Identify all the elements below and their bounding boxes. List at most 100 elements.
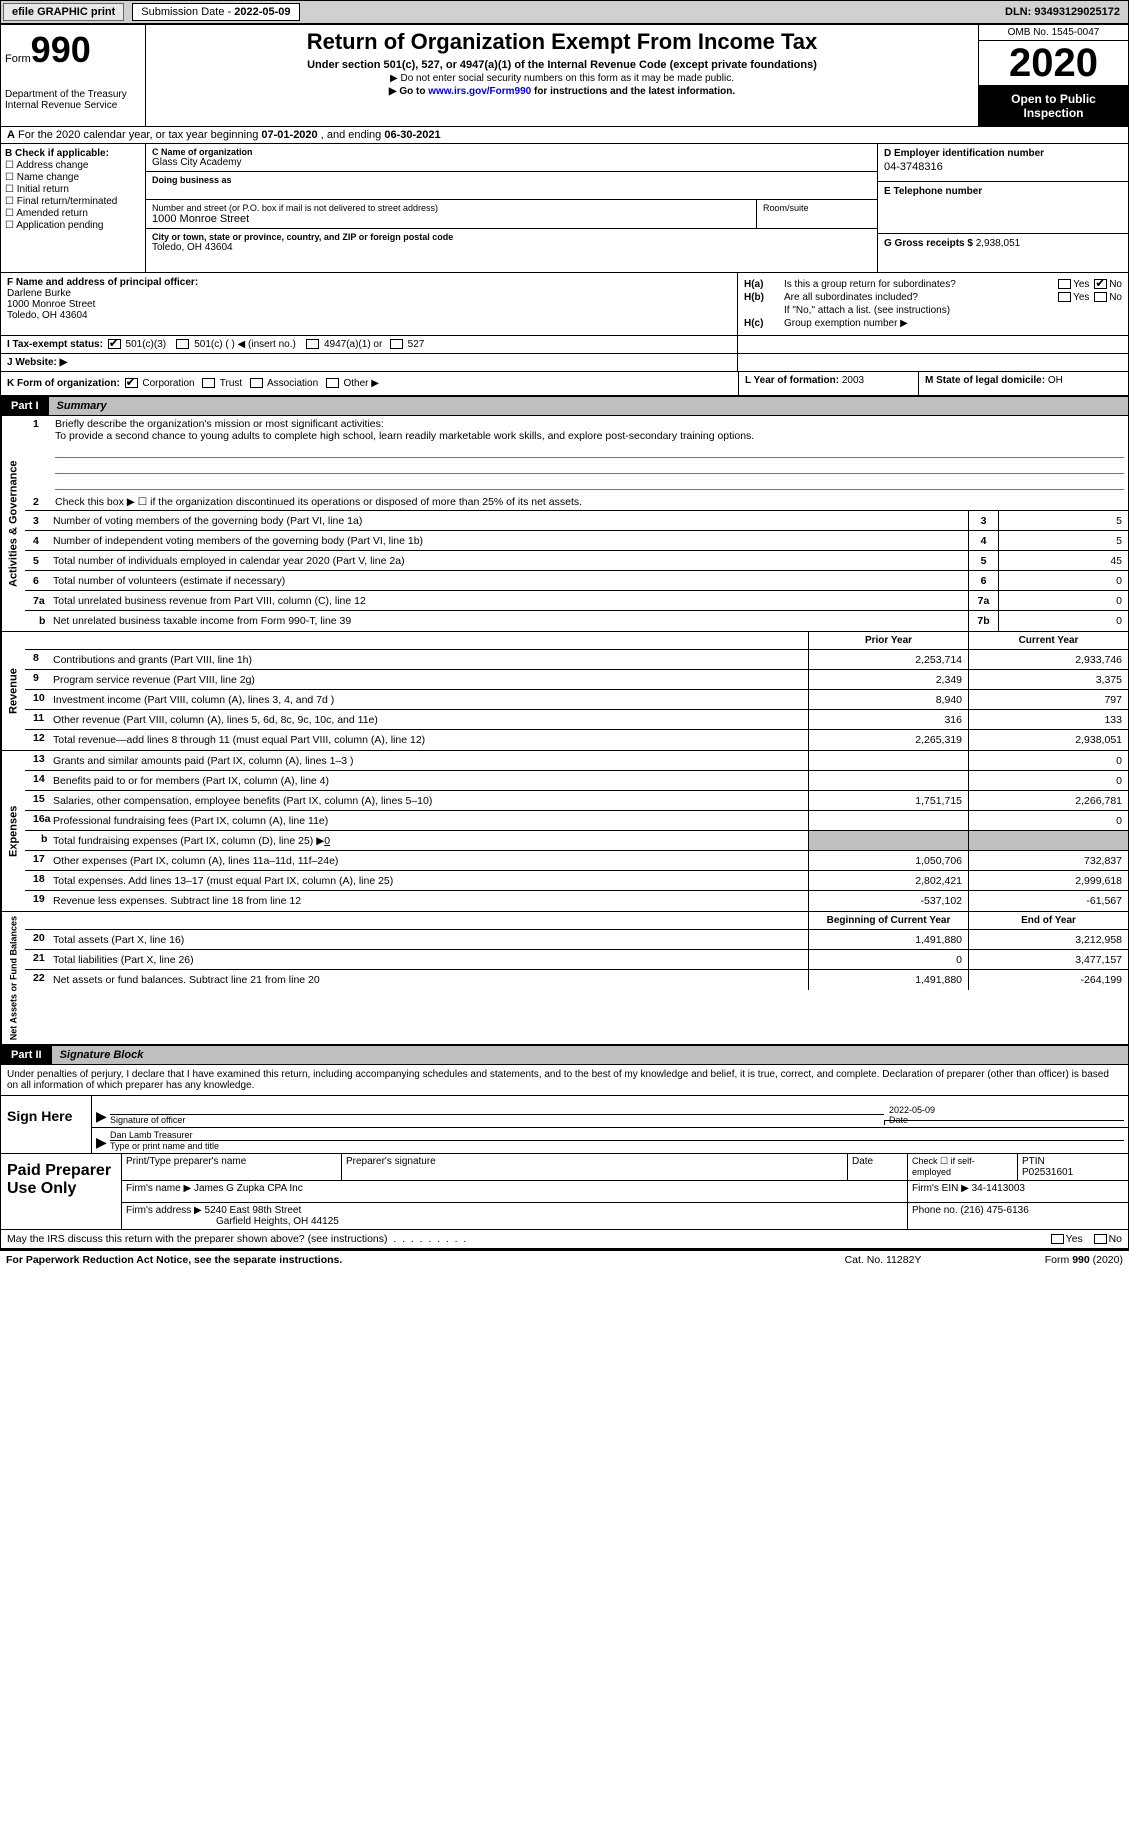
firm-name-box: Firm's name ▶ James G Zupka CPA Inc xyxy=(122,1181,908,1202)
section-bcd: B Check if applicable: ☐ Address change … xyxy=(0,144,1129,273)
summary-expenses: Expenses 13Grants and similar amounts pa… xyxy=(0,751,1129,912)
val-22-boy: 1,491,880 xyxy=(808,970,968,990)
chk-application-pending[interactable]: ☐ Application pending xyxy=(5,220,141,231)
omb-number: OMB No. 1545-0047 xyxy=(979,25,1128,41)
ptin-label: PTIN xyxy=(1022,1156,1045,1167)
vlabel-governance: Activities & Governance xyxy=(1,416,25,631)
vlabel-netassets: Net Assets or Fund Balances xyxy=(1,912,25,1044)
phone-label: E Telephone number xyxy=(884,186,1122,197)
prep-ptin-box: PTIN P02531601 xyxy=(1018,1154,1128,1180)
discuss-text: May the IRS discuss this return with the… xyxy=(7,1233,942,1245)
officer-name-box: Dan Lamb Treasurer Type or print name an… xyxy=(110,1130,1124,1151)
ha-text: Is this a group return for subordinates? xyxy=(784,279,1012,290)
val-4: 5 xyxy=(998,531,1128,550)
l-value: 2003 xyxy=(842,375,864,386)
row-a-text: For the 2020 calendar year, or tax year … xyxy=(18,129,261,141)
chk-other[interactable] xyxy=(326,378,339,388)
summary-revenue: Revenue Prior Year Current Year 8Contrib… xyxy=(0,632,1129,751)
discuss-row: May the IRS discuss this return with the… xyxy=(1,1229,1128,1248)
chk-name-change[interactable]: ☐ Name change xyxy=(5,172,141,183)
val-18-curr: 2,999,618 xyxy=(968,871,1128,890)
line-1: 1 Briefly describe the organization's mi… xyxy=(25,416,1128,494)
val-22-eoy: -264,199 xyxy=(968,970,1128,990)
hb-yes-checkbox[interactable] xyxy=(1058,292,1071,302)
chk-501c3[interactable] xyxy=(108,339,121,349)
hb-yesno: Yes No xyxy=(1012,292,1122,303)
line-21: 21Total liabilities (Part X, line 26)03,… xyxy=(25,950,1128,970)
line-18: 18Total expenses. Add lines 13–17 (must … xyxy=(25,871,1128,891)
footer-left: For Paperwork Reduction Act Notice, see … xyxy=(6,1254,813,1266)
line-13: 13Grants and similar amounts paid (Part … xyxy=(25,751,1128,771)
line-6: 6Total number of volunteers (estimate if… xyxy=(25,571,1128,591)
city-box: City or town, state or province, country… xyxy=(146,229,877,257)
header-mid: Return of Organization Exempt From Incom… xyxy=(146,25,978,126)
vlabel-revenue: Revenue xyxy=(1,632,25,750)
hc-label: H(c) xyxy=(744,318,784,329)
line-14: 14Benefits paid to or for members (Part … xyxy=(25,771,1128,791)
chk-trust[interactable] xyxy=(202,378,215,388)
sign-here-row: Sign Here ▶ Signature of officer 2022-05… xyxy=(1,1095,1128,1153)
officer-name-line: ▶ Dan Lamb Treasurer Type or print name … xyxy=(92,1128,1128,1153)
ha-yes-checkbox[interactable] xyxy=(1058,279,1071,289)
revenue-col-hdr: Prior Year Current Year xyxy=(25,632,1128,650)
row-i-right xyxy=(738,336,1128,353)
irs-link[interactable]: www.irs.gov/Form990 xyxy=(428,86,531,97)
val-13-prior xyxy=(808,751,968,770)
line-7b: bNet unrelated business taxable income f… xyxy=(25,611,1128,631)
firm-phone: (216) 475-6136 xyxy=(960,1205,1028,1216)
chk-amended[interactable]: ☐ Amended return xyxy=(5,208,141,219)
col-b-checkboxes: B Check if applicable: ☐ Address change … xyxy=(1,144,146,272)
line-5: 5Total number of individuals employed in… xyxy=(25,551,1128,571)
val-7b: 0 xyxy=(998,611,1128,631)
row-a-start: 07-01-2020 xyxy=(261,129,317,141)
efile-print-button[interactable]: efile GRAPHIC print xyxy=(3,3,124,21)
prep-print-name: Print/Type preparer's name xyxy=(122,1154,342,1180)
chk-4947[interactable] xyxy=(306,339,319,349)
row-i: I Tax-exempt status: 501(c)(3) 501(c) ( … xyxy=(0,336,1129,354)
part-2-title: Signature Block xyxy=(52,1046,1128,1064)
mission-label: Briefly describe the organization's miss… xyxy=(55,418,384,430)
val-19-prior: -537,102 xyxy=(808,891,968,911)
state-domicile: M State of legal domicile: OH xyxy=(918,372,1128,395)
chk-address-change[interactable]: ☐ Address change xyxy=(5,160,141,171)
street-box: Number and street (or P.O. box if mail i… xyxy=(146,200,757,228)
dln-box: DLN: 93493129025172 xyxy=(1005,6,1126,18)
ein-box: D Employer identification number 04-3748… xyxy=(878,144,1128,182)
chk-initial-return[interactable]: ☐ Initial return xyxy=(5,184,141,195)
discuss-no-checkbox[interactable] xyxy=(1094,1234,1107,1244)
line-3: 3Number of voting members of the governi… xyxy=(25,511,1128,531)
val-21-eoy: 3,477,157 xyxy=(968,950,1128,969)
discuss-yes-checkbox[interactable] xyxy=(1051,1234,1064,1244)
officer-name: Darlene Burke xyxy=(7,288,71,299)
firm-ein: 34-1413003 xyxy=(972,1183,1025,1194)
officer-sig-line: ▶ Signature of officer 2022-05-09 Date xyxy=(92,1096,1128,1128)
sign-here-content: ▶ Signature of officer 2022-05-09 Date ▶… xyxy=(91,1096,1128,1153)
ha-no-checkbox[interactable] xyxy=(1094,279,1107,289)
section-fh: F Name and address of principal officer:… xyxy=(0,273,1129,336)
val-8-prior: 2,253,714 xyxy=(808,650,968,669)
form-number: 990 xyxy=(31,29,91,70)
chk-final-return[interactable]: ☐ Final return/terminated xyxy=(5,196,141,207)
val-16a-prior xyxy=(808,811,968,830)
chk-corporation[interactable] xyxy=(125,378,138,388)
room-label: Room/suite xyxy=(763,203,871,213)
chk-527[interactable] xyxy=(390,339,403,349)
form-header: Form990 Department of the Treasury Inter… xyxy=(0,24,1129,127)
open-inspection: Open to Public Inspection xyxy=(979,86,1128,126)
chk-501c[interactable] xyxy=(176,339,189,349)
line-11: 11Other revenue (Part VIII, column (A), … xyxy=(25,710,1128,730)
dba-label: Doing business as xyxy=(152,175,871,185)
prep-line-1: Print/Type preparer's name Preparer's si… xyxy=(122,1154,1128,1181)
val-18-prior: 2,802,421 xyxy=(808,871,968,890)
line-16b: bTotal fundraising expenses (Part IX, co… xyxy=(25,831,1128,851)
chk-association[interactable] xyxy=(250,378,263,388)
val-10-prior: 8,940 xyxy=(808,690,968,709)
line-17: 17Other expenses (Part IX, column (A), l… xyxy=(25,851,1128,871)
prep-self-employed: Check ☐ if self-employed xyxy=(908,1154,1018,1180)
hb-no-checkbox[interactable] xyxy=(1094,292,1107,302)
val-12-prior: 2,265,319 xyxy=(808,730,968,750)
firm-addr2: Garfield Heights, OH 44125 xyxy=(126,1216,339,1227)
signature-section: Under penalties of perjury, I declare th… xyxy=(0,1065,1129,1249)
form-of-org: K Form of organization: Corporation Trus… xyxy=(1,372,738,395)
addr-row: Number and street (or P.O. box if mail i… xyxy=(146,200,877,229)
